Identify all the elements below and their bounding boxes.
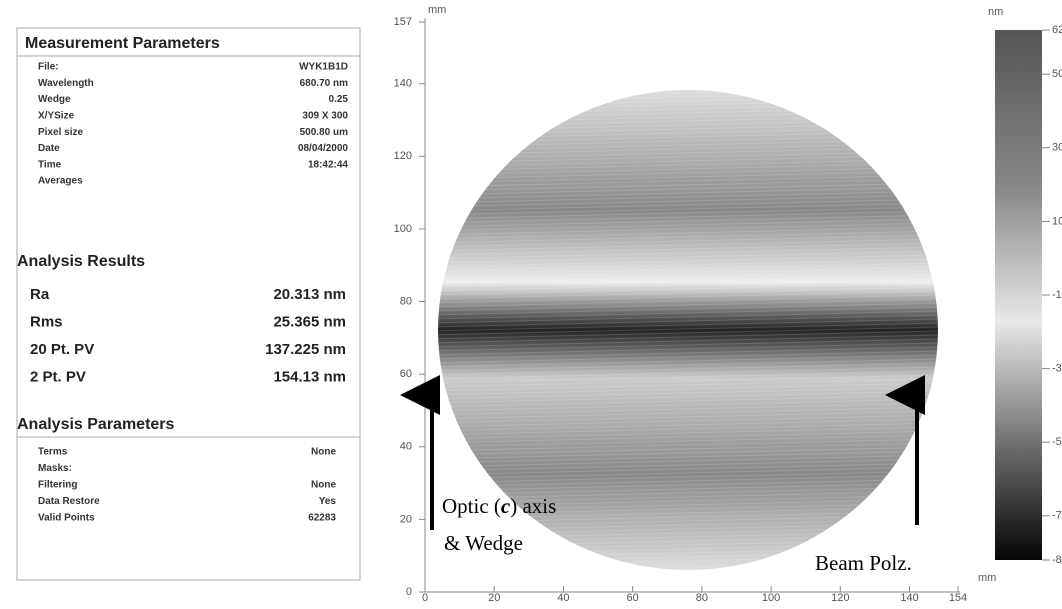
colorbar-label: -10 [1052,289,1062,301]
section-title: Measurement Parameters [25,35,220,52]
param-value: None [311,480,336,491]
colorbar-label: 30 [1052,142,1062,154]
param-value: 154.13 nm [273,368,346,385]
y-tick-label: 157 [394,16,412,28]
section-title: Analysis Results [17,253,145,270]
param-label: Date [38,143,60,154]
param-label: Data Restore [38,496,100,507]
y-tick-label: 0 [406,586,412,598]
x-tick-label: 20 [488,592,500,604]
x-tick-label: 154 [949,592,967,604]
y-tick-label: 100 [394,223,412,235]
annotation: Optic (c) axis [442,494,556,518]
x-tick-label: 60 [627,592,639,604]
param-label: Wedge [38,94,71,105]
param-label: 20 Pt. PV [30,341,94,358]
colorbar-label: -70 [1052,510,1062,522]
param-value: 137.225 nm [265,341,346,358]
x-tick-label: 140 [900,592,918,604]
param-label: Valid Points [38,513,95,524]
x-tick-label: 100 [762,592,780,604]
section-title: Analysis Parameters [17,416,175,433]
param-label: X/YSize [38,111,75,122]
colorbar-label: -82 [1052,554,1062,566]
x-tick-label: 0 [422,592,428,604]
annotation-part: Optic ( [442,494,501,518]
param-value: WYK1B1D [299,62,348,73]
param-value: 20.313 nm [273,286,346,303]
param-label: 2 Pt. PV [30,368,86,385]
param-label: Ra [30,286,50,303]
x-tick-label: 120 [831,592,849,604]
axis-unit: mm [978,572,996,584]
param-label: Terms [38,447,68,458]
param-value: 08/04/2000 [298,143,348,154]
x-tick-label: 40 [557,592,569,604]
y-tick-label: 140 [394,78,412,90]
param-value: 309 X 300 [302,111,348,122]
param-label: Wavelength [38,78,94,89]
colorbar-label: 10 [1052,215,1062,227]
param-value: 62283 [308,513,336,524]
y-tick-label: 60 [400,368,412,380]
param-value: 0.25 [329,94,349,105]
param-label: Rms [30,313,63,330]
param-value: 18:42:44 [308,159,348,170]
annotation: & Wedge [444,531,523,555]
param-value: 680.70 nm [300,78,348,89]
x-tick-label: 80 [696,592,708,604]
param-label: Pixel size [38,127,83,138]
param-value: 500.80 um [300,127,348,138]
colorbar-unit: nm [988,6,1003,18]
y-tick-label: 120 [394,150,412,162]
param-value: Yes [319,496,337,507]
colorbar-label: -50 [1052,436,1062,448]
param-label: Time [38,159,62,170]
colorbar-label: 50 [1052,68,1062,80]
y-tick-label: 80 [400,295,412,307]
colorbar-label: 62 [1052,24,1062,36]
annotation: Beam Polz. [815,551,912,575]
param-value: 25.365 nm [273,313,346,330]
y-tick-label: 40 [400,441,412,453]
parameters: Measurement Parameters File: WYK1B1D Wavele… [17,35,348,523]
axis-unit: mm [428,4,446,16]
param-label: Filtering [38,480,77,491]
y-tick-label: 20 [400,513,412,525]
colorbar-label: -30 [1052,363,1062,375]
param-label: File: [38,62,59,73]
param-value: None [311,447,336,458]
param-label: Averages [38,176,83,187]
colorbar [995,30,1042,560]
annotation-part: ) axis [510,494,556,518]
screen: Measurement Parameters File: WYK1B1D Wavele… [0,0,1062,604]
param-label: Masks: [38,463,72,474]
